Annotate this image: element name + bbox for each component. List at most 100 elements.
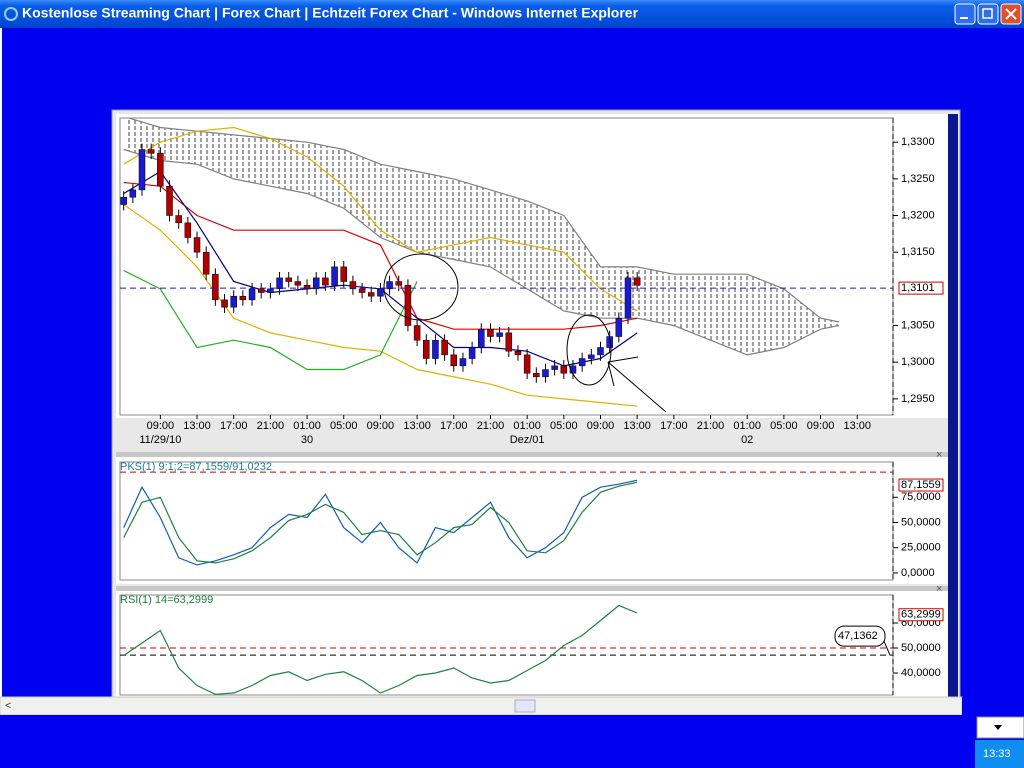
restore-icon	[982, 8, 993, 19]
x-tick-label: 17:00	[660, 420, 688, 432]
panel-close[interactable]: ×	[936, 583, 942, 595]
annotation-circle	[383, 253, 459, 321]
cloud-fill	[123, 118, 839, 355]
candle-body	[588, 354, 595, 359]
candle-body	[377, 288, 384, 297]
value-box	[898, 608, 944, 622]
dropdown-arrow	[994, 725, 1002, 730]
panel-title: PKS(1) 9;1;2=87,1559/91,0232	[120, 461, 272, 473]
x-tick-label: 21:00	[257, 420, 285, 432]
x-tick-label: 05:00	[550, 420, 578, 432]
minimize-button[interactable]	[954, 3, 976, 25]
y-tick-label: 1,3250	[901, 173, 935, 185]
x-tick-label: 01:00	[513, 420, 541, 432]
candle-body	[276, 277, 283, 290]
y-tick-label: 1,3150	[901, 246, 935, 258]
x-tick-label: 05:00	[330, 420, 358, 432]
candle-body	[322, 277, 329, 286]
panel-title: RSI(1) 14=63,2999	[120, 594, 213, 606]
indicator-line	[123, 204, 638, 407]
candle-body	[505, 332, 513, 352]
candle-body	[578, 358, 586, 367]
candle-body	[212, 273, 219, 301]
x-tick-label: 09:00	[367, 420, 395, 432]
candle-body	[193, 237, 201, 253]
candle-body	[615, 317, 623, 337]
system-tray	[975, 740, 1024, 768]
candle-body	[395, 281, 403, 286]
candle-body	[221, 299, 228, 308]
candle-body	[496, 332, 503, 337]
restore-button[interactable]	[977, 3, 999, 25]
candle-body	[459, 358, 467, 367]
clock: 13:33	[983, 748, 1011, 760]
candle-body	[551, 365, 558, 370]
annotation-label: 47,1362	[838, 630, 878, 642]
candle-body	[624, 277, 632, 319]
x-tick-label: 21:00	[477, 420, 505, 432]
candle-body	[257, 288, 265, 293]
y-tick-label: 1,2950	[901, 393, 935, 405]
indicator-line	[123, 181, 638, 330]
candle-body	[340, 266, 347, 282]
date-label: 11/29/10	[139, 434, 181, 446]
x-tick-label: 09:00	[807, 420, 835, 432]
corner	[962, 697, 1024, 715]
panel-close[interactable]: ×	[936, 449, 942, 461]
candle-body	[533, 372, 540, 378]
candle-body	[349, 281, 357, 290]
close-icon	[1005, 8, 1017, 20]
y-tick-label: 75,0000	[901, 491, 941, 503]
candle-body	[129, 189, 137, 198]
y-tick-label: 25,0000	[901, 542, 941, 554]
candle-body	[468, 347, 476, 359]
y-tick-label: 0,0000	[901, 567, 935, 579]
x-tick-label: 05:00	[770, 420, 798, 432]
value-box	[898, 478, 944, 492]
candle-body	[239, 295, 247, 301]
candle-body	[175, 215, 182, 224]
candle-body	[367, 292, 375, 297]
candle-body	[312, 277, 320, 290]
horizontal-scrollbar[interactable]	[0, 696, 963, 716]
candle-body	[202, 251, 210, 275]
x-tick-label: 09:00	[147, 420, 175, 432]
candle-body	[597, 347, 604, 356]
candle-body	[157, 152, 164, 187]
candle-body	[248, 288, 256, 301]
candle-body	[560, 365, 568, 374]
candle-body	[523, 354, 531, 374]
value-box-label: 87,1559	[901, 479, 941, 491]
x-tick-label: 13:00	[403, 420, 431, 432]
candle-body	[184, 222, 192, 238]
y-tick-label: 1,3300	[901, 136, 935, 148]
indicator-line	[123, 269, 418, 371]
value-box-label: 63,2999	[901, 609, 941, 621]
pks-panel	[116, 457, 948, 584]
indicator-line	[123, 126, 638, 312]
candle-body	[358, 288, 366, 293]
x-tick-label: 09:00	[587, 420, 615, 432]
candle-body	[285, 277, 292, 282]
value-box-label: 1,3101	[901, 282, 935, 294]
candle-body	[166, 185, 173, 216]
indicator-line	[123, 604, 638, 695]
candle-body	[230, 295, 237, 308]
dropdown[interactable]	[976, 716, 1024, 739]
scroll-thumb[interactable]	[514, 699, 536, 713]
candle-body	[413, 325, 421, 341]
indicator-line	[123, 481, 638, 564]
candle-body	[633, 277, 641, 286]
candle-body	[303, 284, 311, 290]
rsi-panel	[116, 591, 948, 697]
annotation-pointer	[883, 640, 891, 656]
annotation-circle	[566, 314, 612, 386]
x-tick-label: 21:00	[697, 420, 725, 432]
title-bar	[0, 0, 1024, 28]
panel-separator	[116, 452, 948, 457]
x-tick-label: 01:00	[733, 420, 761, 432]
x-tick-label: 13:00	[623, 420, 651, 432]
scroll-left[interactable]: <	[5, 700, 11, 712]
x-tick-label: 17:00	[220, 420, 248, 432]
